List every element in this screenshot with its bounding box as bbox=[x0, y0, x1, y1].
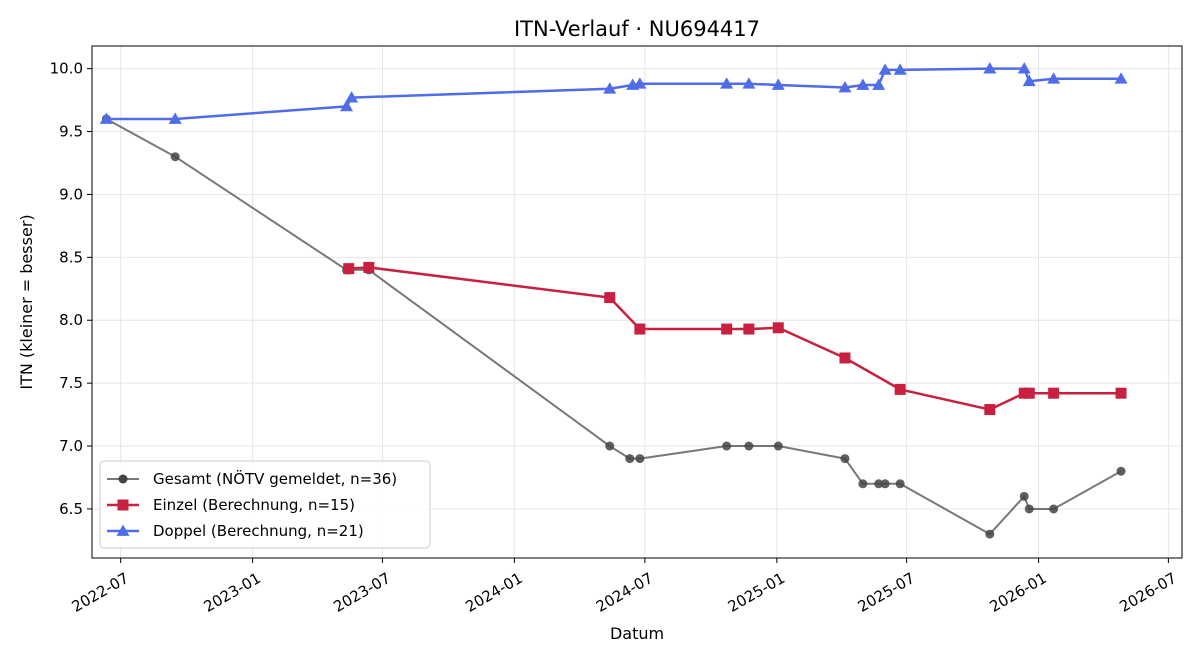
series-gesamt-point bbox=[1019, 491, 1029, 501]
plot-area-frame bbox=[91, 45, 1183, 559]
series-doppel-point bbox=[1114, 72, 1128, 84]
series-gesamt-point bbox=[170, 152, 180, 162]
series-einzel-point bbox=[1023, 387, 1035, 399]
series-gesamt-point bbox=[773, 441, 783, 451]
y-axis-ticks: 6.5 7.0 7.5 8.0 8.5 9.0 9.5 10.0 bbox=[50, 60, 92, 518]
series-doppel-point bbox=[878, 63, 892, 75]
series-doppel-line bbox=[106, 67, 1122, 121]
x-axis-ticks: 2022-07 2023-01 2023-07 2024-01 2024-07 2025-… bbox=[69, 558, 1180, 616]
series-doppel-point bbox=[856, 78, 870, 90]
series-doppel-point bbox=[603, 82, 617, 94]
series-gesamt-point bbox=[744, 441, 754, 451]
series-einzel-point bbox=[604, 292, 616, 304]
series-einzel bbox=[343, 261, 1127, 416]
series-group bbox=[99, 62, 1128, 539]
series-doppel-point bbox=[1022, 74, 1036, 87]
y-tick-label: 9.5 bbox=[59, 123, 83, 141]
series-einzel-point bbox=[894, 383, 906, 395]
series-doppel-point bbox=[99, 112, 113, 124]
x-tick-label: 2023-07 bbox=[330, 569, 393, 616]
series-einzel-point bbox=[634, 323, 646, 335]
series-einzel-point bbox=[1048, 387, 1060, 399]
series-gesamt-point bbox=[858, 479, 868, 489]
legend-label: Gesamt (NÖTV gemeldet, n=36) bbox=[153, 469, 397, 488]
x-tick-label: 2024-07 bbox=[593, 569, 656, 616]
y-tick-label: 10.0 bbox=[50, 60, 83, 78]
legend-label: Doppel (Berechnung, n=21) bbox=[153, 522, 364, 540]
x-tick-label: 2025-01 bbox=[725, 569, 788, 616]
chart-legend: Gesamt (NÖTV gemeldet, n=36) Einzel (Bere… bbox=[99, 460, 431, 549]
series-doppel-point bbox=[1017, 62, 1031, 74]
series-doppel-point bbox=[838, 81, 852, 93]
legend-marker-point bbox=[117, 499, 129, 511]
y-tick-label: 7.5 bbox=[59, 374, 83, 392]
series-doppel-point bbox=[340, 99, 354, 112]
legend-marker-point bbox=[116, 524, 130, 536]
legend-item-einzel: Einzel (Berechnung, n=15) bbox=[107, 496, 355, 514]
legend-box bbox=[99, 460, 431, 549]
grid-lines bbox=[92, 46, 1182, 558]
series-einzel-point bbox=[839, 352, 851, 364]
series-doppel-point bbox=[720, 77, 734, 89]
x-tick-label: 2025-07 bbox=[855, 569, 918, 616]
series-doppel-point bbox=[893, 63, 907, 75]
series-einzel-point bbox=[984, 404, 996, 416]
x-tick-label: 2022-07 bbox=[69, 569, 132, 616]
series-gesamt-point bbox=[1049, 504, 1059, 514]
series-doppel-point bbox=[872, 78, 886, 90]
series-doppel-point bbox=[742, 77, 756, 89]
y-tick-label: 7.0 bbox=[59, 437, 83, 455]
series-doppel-point bbox=[1047, 72, 1061, 84]
series-einzel-point bbox=[743, 323, 755, 335]
x-axis-label: Datum bbox=[610, 624, 664, 643]
series-doppel-point bbox=[771, 78, 785, 90]
legend-item-doppel: Doppel (Berechnung, n=21) bbox=[107, 522, 364, 540]
series-einzel-point bbox=[772, 322, 784, 334]
x-tick-label: 2023-01 bbox=[201, 569, 264, 616]
series-einzel-line bbox=[348, 266, 1122, 411]
series-einzel-point bbox=[721, 323, 733, 335]
x-tick-label: 2026-07 bbox=[1116, 569, 1179, 616]
series-gesamt-point bbox=[895, 479, 905, 489]
series-gesamt-point bbox=[722, 441, 732, 451]
y-axis-label: ITN (kleiner = besser) bbox=[17, 214, 36, 389]
y-tick-label: 8.5 bbox=[59, 248, 83, 266]
series-gesamt-point bbox=[880, 479, 890, 489]
legend-label: Einzel (Berechnung, n=15) bbox=[153, 496, 355, 514]
series-gesamt-point bbox=[1024, 504, 1034, 514]
series-einzel-point bbox=[1115, 387, 1127, 399]
x-tick-label: 2024-01 bbox=[462, 569, 525, 616]
legend-marker-point bbox=[118, 474, 128, 484]
y-tick-label: 8.0 bbox=[59, 311, 83, 329]
series-gesamt-point bbox=[1116, 466, 1126, 476]
y-tick-label: 6.5 bbox=[59, 500, 83, 518]
series-gesamt-point bbox=[874, 479, 884, 489]
series-gesamt-point bbox=[605, 441, 615, 451]
series-gesamt-point bbox=[840, 454, 850, 464]
y-tick-label: 9.0 bbox=[59, 185, 83, 203]
series-gesamt-point bbox=[635, 454, 645, 464]
series-doppel-point bbox=[983, 62, 997, 74]
series-doppel-point bbox=[168, 112, 182, 124]
series-einzel-point bbox=[343, 263, 355, 275]
legend-item-gesamt: Gesamt (NÖTV gemeldet, n=36) bbox=[107, 469, 397, 488]
series-doppel bbox=[99, 62, 1128, 124]
series-gesamt-point bbox=[625, 454, 635, 464]
series-gesamt-point bbox=[985, 529, 995, 539]
chart-title: ITN-Verlauf · NU694417 bbox=[514, 17, 760, 41]
series-doppel-point bbox=[633, 77, 647, 89]
series-einzel-point bbox=[363, 261, 375, 273]
legend-items: Gesamt (NÖTV gemeldet, n=36) Einzel (Bere… bbox=[107, 469, 397, 540]
series-doppel-point bbox=[345, 91, 359, 103]
x-tick-label: 2026-01 bbox=[987, 569, 1050, 616]
